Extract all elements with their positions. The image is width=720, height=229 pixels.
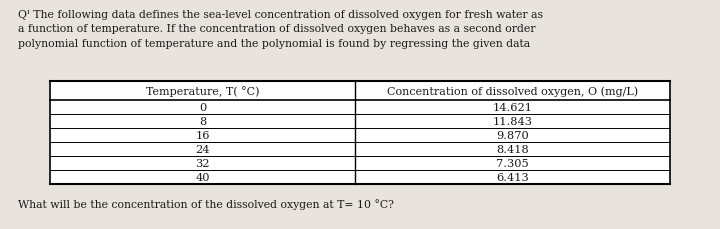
Text: 32: 32 — [195, 158, 210, 168]
Text: 9.870: 9.870 — [496, 131, 529, 140]
Text: 24: 24 — [195, 144, 210, 154]
Text: 11.843: 11.843 — [492, 117, 533, 126]
Text: 40: 40 — [195, 172, 210, 182]
Text: 6.413: 6.413 — [496, 172, 529, 182]
Text: What will be the concentration of the dissolved oxygen at T= 10 °C?: What will be the concentration of the di… — [18, 198, 394, 209]
Text: Concentration of dissolved oxygen, O (mg/L): Concentration of dissolved oxygen, O (mg… — [387, 86, 638, 96]
Text: Temperature, T( °C): Temperature, T( °C) — [145, 86, 259, 96]
Text: polynomial function of temperature and the polynomial is found by regressing the: polynomial function of temperature and t… — [18, 39, 530, 49]
Text: 14.621: 14.621 — [492, 103, 533, 112]
Text: 8.418: 8.418 — [496, 144, 529, 154]
Bar — [50, 82, 670, 184]
Text: 7.305: 7.305 — [496, 158, 529, 168]
Text: 8: 8 — [199, 117, 206, 126]
Text: 16: 16 — [195, 131, 210, 140]
Text: 0: 0 — [199, 103, 206, 112]
Text: Qᴵ The following data defines the sea-level concentration of dissolved oxygen fo: Qᴵ The following data defines the sea-le… — [18, 10, 543, 20]
Text: a function of temperature. If the concentration of dissolved oxygen behaves as a: a function of temperature. If the concen… — [18, 25, 536, 34]
